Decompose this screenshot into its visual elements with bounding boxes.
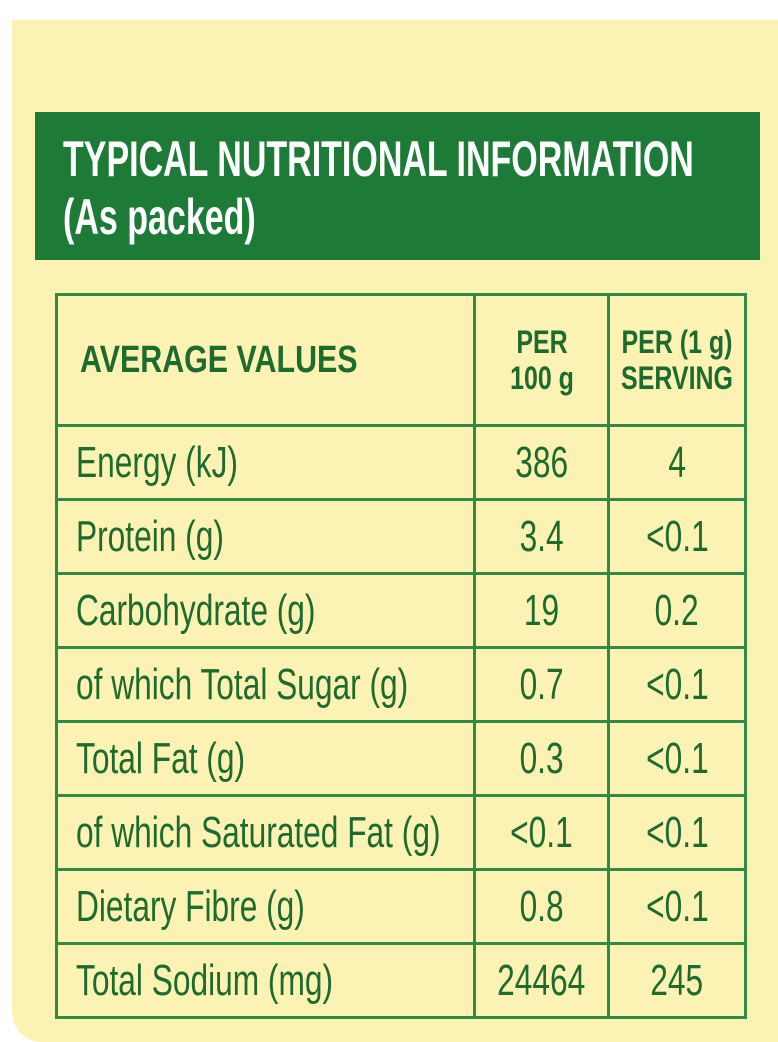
nutrient-name: Dietary Fibre (g) — [76, 881, 305, 931]
nutrient-name: Total Fat (g) — [76, 733, 246, 783]
nutrient-value: 245 — [650, 955, 704, 1005]
nutrient-value: <0.1 — [645, 881, 709, 931]
nutrient-value: 0.3 — [519, 733, 564, 783]
column-header: PER (1 g) SERVING — [621, 324, 733, 396]
column-header: PER 100 g — [509, 324, 574, 396]
table-row: Total Fat (g) 0.3 <0.1 — [55, 720, 747, 797]
nutrient-value: <0.1 — [645, 659, 709, 709]
table-cell: 245 — [607, 942, 747, 1019]
table-cell: 3.4 — [473, 498, 610, 575]
nutrition-table: AVERAGE VALUES PER 100 g PER (1 g) SERVING… — [55, 293, 747, 1019]
nutrient-value: 0.7 — [519, 659, 564, 709]
table-cell: 4 — [607, 424, 747, 501]
nutrient-value: 0.8 — [519, 881, 564, 931]
table-cell: Total Fat (g) — [55, 720, 476, 797]
table-cell: of which Total Sugar (g) — [55, 646, 476, 723]
nutrient-name: Energy (kJ) — [76, 437, 238, 487]
column-header: AVERAGE VALUES — [80, 339, 358, 381]
table-cell: 0.2 — [607, 572, 747, 649]
header-row: AVERAGE VALUES PER 100 g PER (1 g) SERVING — [55, 293, 747, 427]
table-cell: of which Saturated Fat (g) — [55, 794, 476, 871]
title: TYPICAL NUTRITIONAL INFORMATION — [63, 131, 694, 187]
table-cell: 386 — [473, 424, 610, 501]
header-cell: PER 100 g — [473, 293, 610, 427]
nutrient-name: of which Saturated Fat (g) — [76, 807, 441, 857]
table-cell: <0.1 — [607, 868, 747, 945]
table-cell: <0.1 — [607, 646, 747, 723]
table-cell: 0.8 — [473, 868, 610, 945]
table-cell: <0.1 — [473, 794, 610, 871]
table-row: Carbohydrate (g) 19 0.2 — [55, 572, 747, 649]
nutrient-name: Total Sodium (mg) — [76, 955, 334, 1005]
nutrient-name: Protein (g) — [76, 511, 224, 561]
table-cell: Protein (g) — [55, 498, 476, 575]
subtitle: (As packed) — [63, 189, 256, 245]
table-cell: <0.1 — [607, 498, 747, 575]
table-cell: Carbohydrate (g) — [55, 572, 476, 649]
table-cell: 0.3 — [473, 720, 610, 797]
nutrient-value: 386 — [515, 437, 568, 487]
table-cell: <0.1 — [607, 720, 747, 797]
table-row: Protein (g) 3.4 <0.1 — [55, 498, 747, 575]
nutrient-name: of which Total Sugar (g) — [76, 659, 409, 709]
nutrient-value: <0.1 — [645, 511, 709, 561]
table-row: Energy (kJ) 386 4 — [55, 424, 747, 501]
nutrient-name: Carbohydrate (g) — [76, 585, 316, 635]
header-cell: AVERAGE VALUES — [55, 293, 476, 427]
nutrient-value: 24464 — [497, 955, 586, 1005]
table-row: of which Total Sugar (g) 0.7 <0.1 — [55, 646, 747, 723]
nutrient-value: <0.1 — [645, 807, 709, 857]
nutrient-value: 3.4 — [519, 511, 564, 561]
table-cell: Total Sodium (mg) — [55, 942, 476, 1019]
header-cell: PER (1 g) SERVING — [607, 293, 747, 427]
nutrient-value: 4 — [668, 437, 686, 487]
table-row: Total Sodium (mg) 24464 245 — [55, 942, 747, 1019]
table-row: of which Saturated Fat (g) <0.1 <0.1 — [55, 794, 747, 871]
table-cell: 19 — [473, 572, 610, 649]
nutrient-value: <0.1 — [645, 733, 709, 783]
table-cell: <0.1 — [607, 794, 747, 871]
header-bar: TYPICAL NUTRITIONAL INFORMATION (As pack… — [35, 112, 760, 260]
table-cell: 24464 — [473, 942, 610, 1019]
nutrient-value: 0.2 — [654, 585, 700, 635]
table-cell: Dietary Fibre (g) — [55, 868, 476, 945]
nutrient-value: <0.1 — [510, 807, 573, 857]
table-cell: 0.7 — [473, 646, 610, 723]
nutrient-value: 19 — [523, 585, 560, 635]
table-cell: Energy (kJ) — [55, 424, 476, 501]
table-row: Dietary Fibre (g) 0.8 <0.1 — [55, 868, 747, 945]
